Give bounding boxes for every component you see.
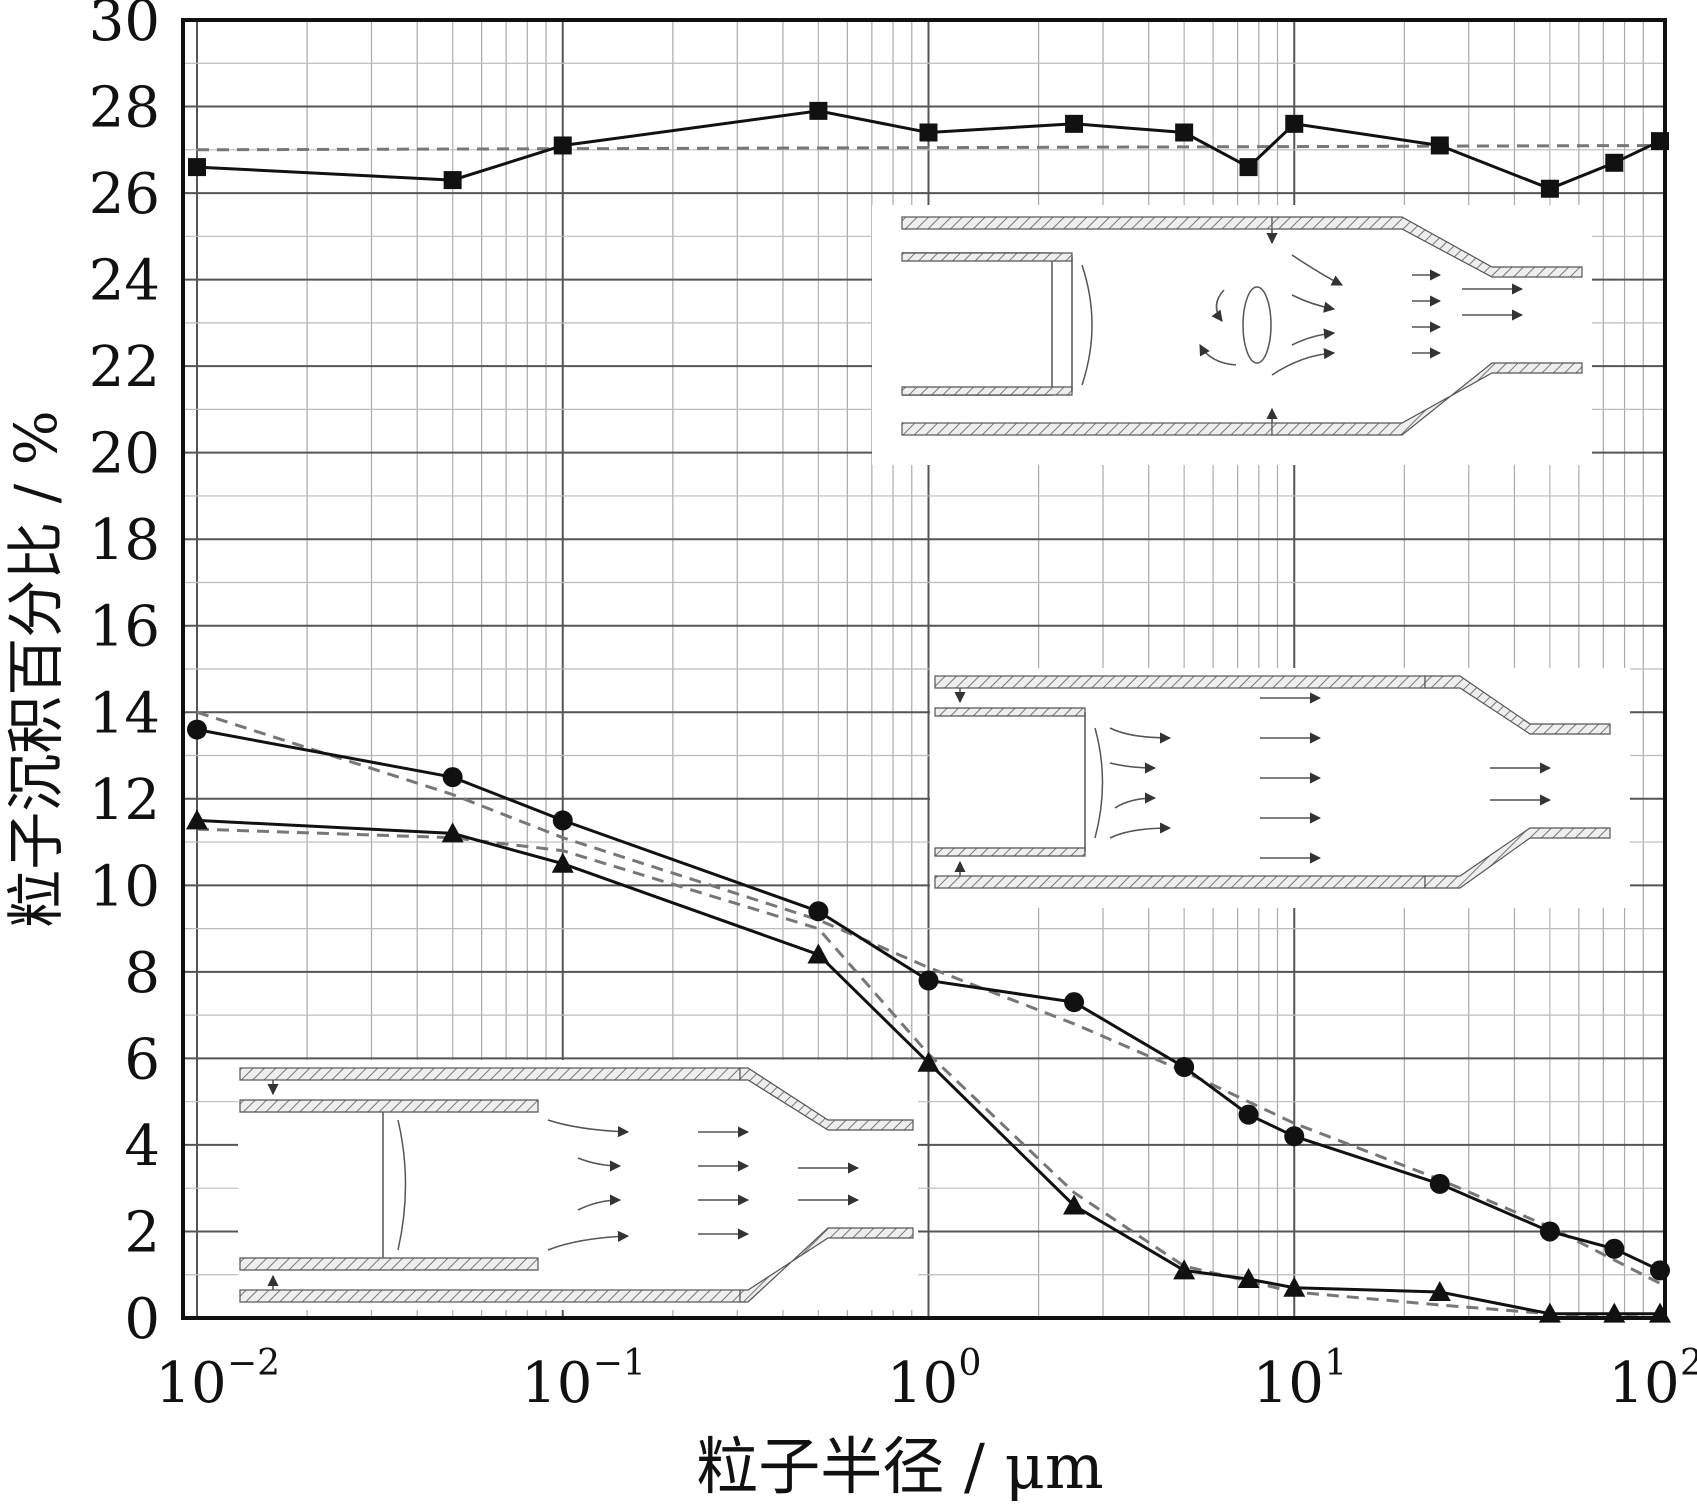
x-tick-label: 10 −2 — [155, 1343, 280, 1416]
data-point-circle — [1604, 1238, 1625, 1259]
x-tick-base: 10 — [155, 1351, 226, 1416]
data-point-square — [443, 171, 462, 190]
x-tick-exponent: −1 — [593, 1343, 646, 1384]
y-tick-label: 28 — [89, 76, 160, 141]
y-tick-label: 6 — [124, 1027, 160, 1092]
x-tick-exponent: 1 — [1324, 1343, 1347, 1384]
data-point-triangle — [186, 809, 208, 830]
y-tick-label: 16 — [89, 595, 160, 660]
y-axis-title: 粒子沉积百分比 / % — [2, 410, 70, 928]
y-tick-label: 4 — [124, 1114, 160, 1179]
data-point-square — [1239, 158, 1258, 177]
data-point-circle — [1174, 1057, 1195, 1078]
data-point-circle — [552, 810, 573, 831]
x-axis-title: 粒子半径 / μm — [696, 1430, 1103, 1503]
y-tick-label: 20 — [89, 422, 160, 487]
y-tick-label: 30 — [89, 0, 160, 54]
data-point-square — [1540, 179, 1559, 198]
x-tick-exponent: 2 — [1680, 1343, 1697, 1384]
data-point-triangle — [1063, 1194, 1086, 1215]
data-point-circle — [1238, 1104, 1259, 1125]
data-point-circle — [1064, 992, 1085, 1013]
data-point-square — [553, 136, 572, 155]
x-tick-base: 10 — [887, 1351, 958, 1416]
y-tick-label: 14 — [89, 681, 160, 746]
data-point-square — [188, 158, 206, 177]
data-point-triangle — [1283, 1276, 1306, 1297]
data-point-square — [809, 101, 828, 120]
y-tick-label: 22 — [89, 335, 160, 400]
x-tick-label: 10 2 — [1608, 1343, 1697, 1416]
y-tick-label: 24 — [89, 249, 160, 314]
fit-curves — [196, 144, 1661, 1320]
data-markers — [186, 101, 1671, 1323]
x-tick-exponent: −2 — [227, 1343, 280, 1384]
data-point-circle — [1429, 1173, 1450, 1194]
x-tick-label: 10 −1 — [521, 1343, 646, 1416]
data-point-triangle — [1237, 1268, 1260, 1289]
inset-diagram-top — [872, 205, 1592, 465]
data-point-triangle — [807, 943, 830, 964]
y-tick-label: 26 — [89, 162, 160, 227]
x-tick-labels: 10 −2 10 −1 10 0 10 1 10 2 — [155, 1343, 1697, 1416]
data-point-circle — [187, 719, 207, 740]
x-tick-base: 10 — [1608, 1351, 1679, 1416]
x-tick-label: 10 1 — [1253, 1343, 1348, 1416]
data-point-circle — [808, 901, 829, 922]
inset-diagram-bottom — [238, 1060, 918, 1310]
data-point-triangle — [1428, 1281, 1451, 1302]
data-point-circle — [918, 970, 939, 991]
data-point-square — [919, 123, 938, 142]
x-tick-base: 10 — [1253, 1351, 1324, 1416]
y-tick-label: 18 — [89, 508, 160, 573]
data-point-triangle — [917, 1051, 940, 1072]
x-tick-base: 10 — [521, 1351, 592, 1416]
data-point-square — [1175, 123, 1194, 142]
x-tick-exponent: 0 — [959, 1343, 982, 1384]
data-point-square — [1605, 153, 1624, 172]
y-tick-label: 10 — [89, 854, 160, 919]
data-point-circle — [442, 767, 463, 788]
fit-curve-1 — [196, 144, 1661, 152]
y-tick-label: 12 — [89, 768, 160, 833]
y-tick-label: 8 — [124, 941, 160, 1006]
fit-curve-3 — [196, 827, 1661, 1320]
data-point-square — [1430, 136, 1449, 155]
data-point-triangle — [1173, 1259, 1196, 1280]
inset-diagram-middle — [930, 668, 1630, 908]
data-point-triangle — [441, 822, 464, 843]
x-tick-label: 10 0 — [887, 1343, 982, 1416]
data-point-circle — [1539, 1221, 1560, 1242]
fit-curve-2 — [196, 710, 1661, 1285]
data-point-triangle — [551, 852, 574, 873]
y-tick-label: 0 — [124, 1287, 160, 1352]
data-point-square — [1065, 114, 1084, 133]
data-point-square — [1285, 114, 1304, 133]
y-tick-label: 2 — [124, 1200, 160, 1265]
data-point-circle — [1284, 1126, 1305, 1147]
plot-frame — [181, 18, 1667, 1320]
